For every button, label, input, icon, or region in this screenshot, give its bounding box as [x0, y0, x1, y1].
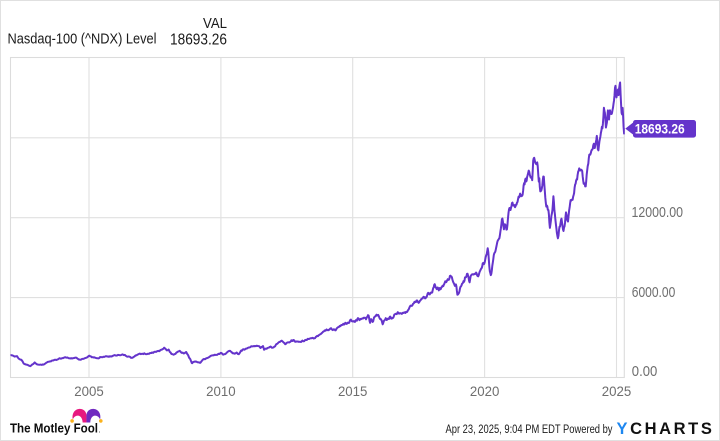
svg-text:.: . — [99, 429, 101, 435]
svg-text:2010: 2010 — [206, 383, 236, 399]
svg-text:0.00: 0.00 — [632, 364, 658, 380]
svg-text:Nasdaq-100 (^NDX) Level: Nasdaq-100 (^NDX) Level — [8, 31, 157, 48]
svg-text:18693.26: 18693.26 — [170, 32, 227, 49]
svg-text:The Motley Fool: The Motley Fool — [10, 421, 98, 436]
svg-text:2020: 2020 — [470, 383, 500, 399]
svg-text:YCHARTS: YCHARTS — [617, 420, 715, 438]
svg-text:2015: 2015 — [338, 383, 368, 399]
svg-text:6000.00: 6000.00 — [632, 285, 676, 301]
svg-text:12000.00: 12000.00 — [632, 205, 684, 221]
svg-text:2005: 2005 — [74, 383, 104, 399]
svg-text:VAL: VAL — [203, 15, 227, 32]
svg-text:Apr 23, 2025, 9:04 PM EDT Powe: Apr 23, 2025, 9:04 PM EDT Powered by — [446, 422, 614, 436]
svg-text:2025: 2025 — [602, 383, 632, 399]
svg-text:18693.26: 18693.26 — [635, 121, 685, 136]
